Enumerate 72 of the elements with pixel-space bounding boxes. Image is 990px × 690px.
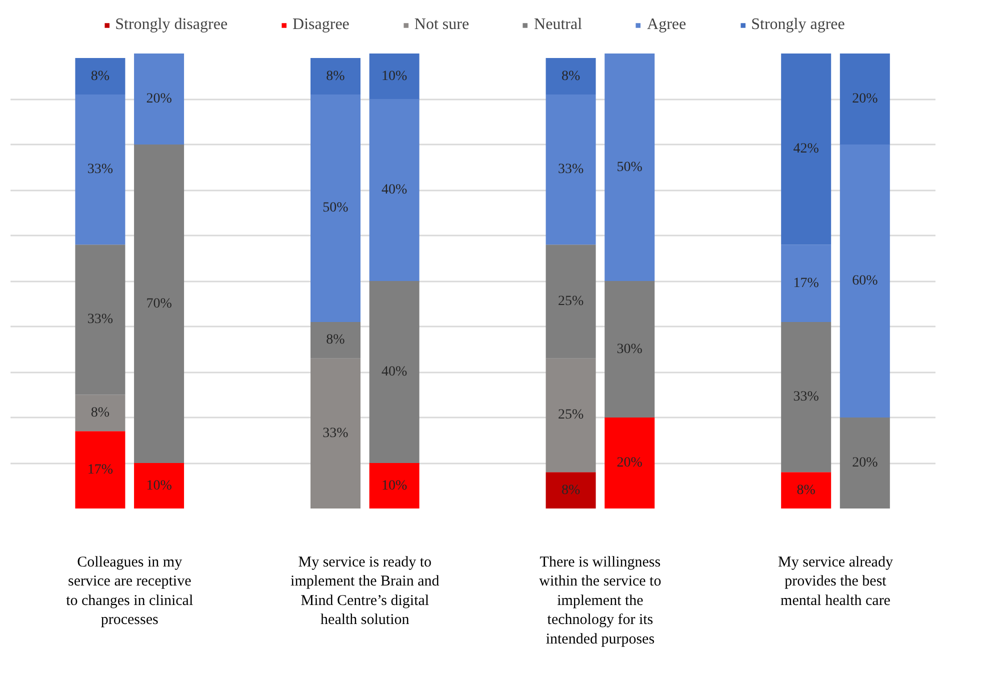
x-tick-label: There is willingness within the service to implement the technology for its intended purposes [539,554,662,648]
bar [75,94,126,245]
bar [781,244,832,322]
bar [75,431,126,508]
data-label: 25% [558,408,584,423]
bar [75,394,126,432]
data-label: 10% [146,478,172,494]
bar [369,281,420,463]
bar [134,144,184,463]
legend-label: Disagree [292,16,350,34]
bar [604,54,655,281]
bar [310,94,360,322]
bar [840,418,890,508]
data-label: 20% [852,456,878,470]
data-label: 25% [558,294,584,309]
bar [781,472,832,508]
data-label: 8% [90,68,110,84]
x-tick-label: My service already provides the best mental health care [778,554,894,609]
bar [781,322,832,472]
data-label: 33% [558,162,584,178]
data-label: 33% [87,312,114,328]
x-tick-label: My service is ready to implement the Brain and Mind Centre’s digital health solution [290,554,440,628]
data-label: 60% [852,274,878,288]
data-label: 50% [616,160,643,175]
bar [840,54,890,144]
legend-label: Not sure [414,16,470,34]
bar [546,358,596,472]
bar [546,58,596,94]
data-label: 50% [322,200,349,216]
bar [310,58,360,94]
data-label: 33% [322,426,349,441]
bar [781,54,832,245]
bar [75,58,126,94]
bar [134,54,184,144]
bar [546,244,596,358]
data-label: 10% [381,68,408,84]
data-label: 10% [381,478,408,494]
data-label: 17% [793,276,820,291]
x-tick-label: Colleagues in my service are receptive to changes in clinical processes [66,554,194,628]
bar [546,472,596,508]
bar [369,99,420,281]
data-label: 33% [87,162,114,178]
bar [310,358,360,508]
data-label: 40% [381,182,408,198]
data-label: 8% [561,68,580,84]
bar [369,54,420,99]
bar [369,463,420,508]
data-label: 17% [87,462,114,478]
bar [604,418,655,508]
data-label: 8% [326,68,346,84]
data-label: 20% [616,456,643,470]
data-label: 8% [796,482,816,498]
data-label: 8% [326,332,346,348]
data-label: 40% [381,364,408,380]
bar [134,463,184,508]
bar [604,281,655,418]
legend-label: Agree [647,16,686,34]
data-label: 70% [146,296,172,312]
data-label: 42% [793,142,820,157]
data-label: 8% [90,405,110,420]
bar [75,244,126,395]
data-label: 30% [616,342,643,357]
bar [310,322,360,358]
legend-label: Strongly agree [751,16,845,34]
legend-label: Strongly disagree [115,16,228,34]
legend-label: Neutral [534,16,582,34]
data-label: 33% [793,390,820,405]
data-label: 20% [146,92,172,106]
bar [546,94,596,245]
bar [840,144,890,418]
data-label: 8% [561,482,580,498]
data-label: 20% [852,92,878,106]
